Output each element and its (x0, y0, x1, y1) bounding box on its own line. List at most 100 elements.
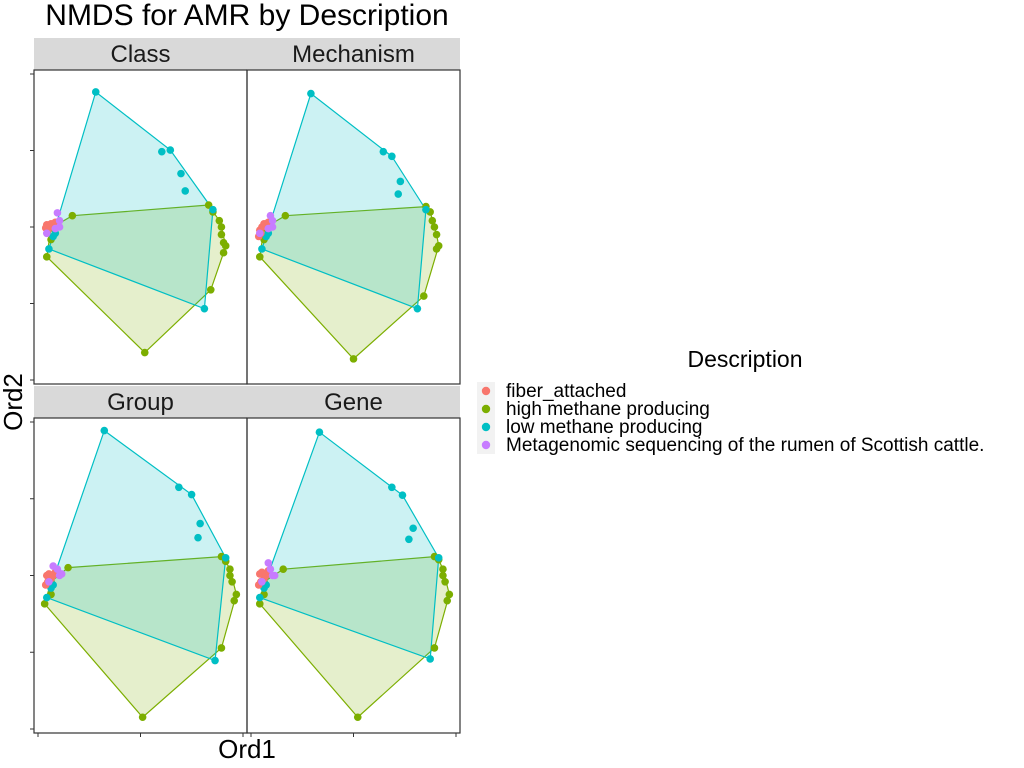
legend-swatch (481, 386, 491, 396)
point-high (445, 590, 454, 599)
point-low (166, 146, 175, 154)
point-low (422, 205, 430, 214)
point-high (255, 600, 264, 608)
point-meta (268, 223, 277, 231)
point-high (226, 571, 234, 580)
point-low (413, 304, 422, 313)
point-high (439, 565, 447, 573)
facet-strip-label: Mechanism (292, 41, 415, 68)
legend-entry-high: high methane producing (477, 399, 710, 420)
point-high (432, 245, 441, 253)
legend-entry-fiber: fiber_attached (477, 381, 626, 402)
legend-label: Metagenomic sequencing of the rumen of S… (506, 435, 984, 456)
point-high (349, 355, 358, 363)
point-low (175, 483, 183, 492)
point-low (196, 519, 204, 528)
point-high (232, 590, 241, 599)
point-high (281, 211, 290, 220)
point-high (279, 565, 288, 573)
point-low (42, 593, 51, 602)
point-low (158, 147, 166, 156)
point-high (40, 600, 49, 608)
point-high (226, 565, 234, 573)
point-high (443, 596, 452, 605)
legend-swatch (481, 404, 491, 414)
x-axis-title: Ord1 (218, 734, 276, 764)
point-meta (268, 571, 277, 580)
facet-group: Group (30, 386, 248, 737)
legend-entry-low: low methane producing (477, 417, 702, 438)
facet-mechanism: Mechanism (246, 38, 461, 385)
point-high (138, 713, 147, 722)
legend-label: high methane producing (506, 399, 710, 420)
point-low (307, 89, 315, 98)
point-meta (266, 565, 275, 573)
point-high (215, 216, 224, 225)
point-high (217, 644, 226, 652)
point-low (394, 190, 403, 198)
point-low (255, 593, 264, 602)
point-high (140, 348, 149, 357)
point-meta (55, 216, 64, 225)
point-high (68, 211, 77, 220)
legend-entry-meta: Metagenomic sequencing of the rumen of S… (477, 435, 984, 456)
point-low (100, 426, 109, 435)
facet-strip (34, 38, 247, 70)
point-high (230, 596, 239, 605)
point-low (388, 483, 396, 492)
point-low (211, 656, 219, 665)
point-high (255, 253, 264, 261)
point-high (221, 242, 230, 250)
point-meta (42, 229, 51, 238)
point-low (398, 491, 407, 499)
point-low (187, 490, 196, 499)
point-low (405, 535, 413, 544)
point-low (194, 533, 202, 542)
legend-title: Description (687, 346, 802, 372)
point-low (200, 304, 209, 313)
facet-strip-label: Gene (324, 389, 383, 416)
hull-low (261, 92, 427, 310)
point-low (379, 147, 388, 156)
point-low (221, 554, 230, 562)
legend-label: fiber_attached (506, 381, 626, 402)
point-low (177, 169, 185, 178)
y-axis-title: Ord2 (0, 373, 28, 431)
facet-strip (247, 38, 460, 70)
point-high (228, 578, 236, 586)
point-low (388, 152, 396, 161)
facet-strip-label: Group (107, 389, 174, 416)
point-meta (268, 216, 277, 225)
point-high (219, 248, 228, 257)
point-low (396, 177, 405, 186)
point-meta (264, 559, 273, 567)
point-low (45, 245, 53, 253)
point-low (426, 655, 434, 663)
point-high (430, 223, 439, 231)
legend-swatch (481, 422, 491, 432)
point-low (315, 428, 324, 436)
point-meta (258, 578, 266, 586)
point-high (217, 223, 226, 231)
point-meta (55, 223, 64, 231)
panel-border (246, 69, 461, 385)
point-high (441, 578, 449, 586)
facet-grid: Class Mechanism Group Gene (30, 38, 461, 737)
point-high (430, 644, 439, 652)
chart-title: NMDS for AMR by Description (45, 0, 448, 32)
facet-gene: Gene (246, 386, 461, 737)
facet-class: Class (30, 38, 248, 385)
point-high (217, 230, 226, 239)
point-high (419, 292, 428, 300)
point-high (42, 253, 51, 261)
point-low (209, 205, 217, 214)
facet-strip (34, 386, 247, 418)
legend-swatch (481, 440, 491, 450)
point-high (64, 563, 72, 572)
point-meta (45, 578, 53, 586)
facet-strip-label: Class (110, 41, 170, 68)
point-meta (255, 229, 264, 238)
